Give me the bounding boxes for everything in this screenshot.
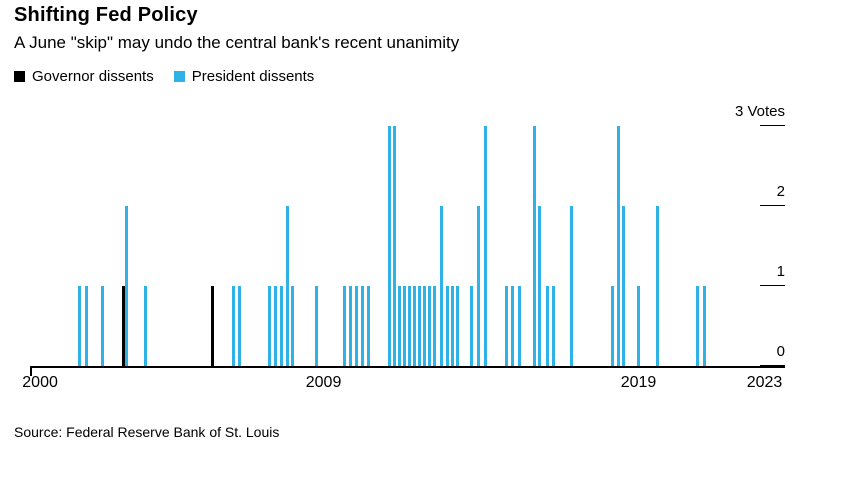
president-dissent-bar: [125, 206, 129, 366]
president-dissent-bar: [545, 286, 549, 366]
president-dissent-bar: [274, 286, 278, 366]
president-dissent-bar: [622, 206, 626, 366]
legend-item-governor: Governor dissents: [14, 68, 154, 85]
president-dissent-bar: [510, 286, 514, 366]
y-tick-label: 1: [776, 263, 785, 280]
y-tick-mark: [760, 125, 785, 126]
president-dissent-bar: [367, 286, 371, 366]
president-dissent-bar: [286, 206, 290, 366]
president-dissent-bar: [85, 286, 89, 366]
president-dissent-bar: [144, 286, 148, 366]
president-dissent-bar: [361, 286, 365, 366]
president-dissent-bar: [611, 286, 615, 366]
source-attribution: Source: Federal Reserve Bank of St. Loui…: [14, 424, 280, 440]
president-dissent-bar: [440, 206, 444, 366]
legend-item-president: President dissents: [173, 68, 315, 85]
president-dissent-bar: [407, 286, 411, 366]
president-dissent-bar: [570, 206, 574, 366]
president-dissent-bar: [238, 286, 242, 366]
y-tick-mark: [760, 285, 785, 286]
governor-swatch-icon: [14, 71, 25, 82]
president-dissent-bar: [355, 286, 359, 366]
president-dissent-bar: [101, 286, 105, 366]
president-dissent-bar: [696, 286, 700, 366]
x-axis-line: [30, 366, 785, 368]
chart-subtitle: A June "skip" may undo the central bank'…: [14, 33, 460, 52]
president-dissent-bar: [413, 286, 416, 366]
president-dissent-bar: [656, 206, 660, 366]
president-dissent-bar: [315, 286, 319, 366]
president-dissent-bar: [484, 126, 488, 366]
governor-dissent-bar: [211, 286, 215, 366]
president-dissent-bar: [617, 126, 621, 366]
y-tick-mark: [760, 205, 785, 206]
president-dissent-bar: [428, 286, 432, 366]
president-dissent-bar: [636, 286, 640, 366]
x-tick-label: 2019: [620, 374, 657, 391]
president-dissent-bar: [433, 286, 437, 366]
president-dissent-bar: [232, 286, 236, 366]
x-axis-left-tick: [30, 368, 32, 376]
president-dissent-bar: [446, 286, 450, 366]
legend-label-governor: Governor dissents: [32, 68, 154, 85]
president-dissent-bar: [280, 286, 284, 366]
y-tick-label: 3 Votes: [734, 103, 785, 120]
president-dissent-bar: [451, 286, 455, 366]
president-dissent-bar: [268, 286, 272, 366]
president-dissent-bar: [291, 286, 295, 366]
plot-area: 3 Votes 2 1 0: [30, 100, 785, 376]
chart-title: Shifting Fed Policy: [14, 4, 198, 26]
y-tick-mark: [760, 365, 785, 366]
chart-legend: Governor dissents President dissents: [14, 68, 314, 85]
president-dissent-bar: [470, 286, 474, 366]
president-dissent-bar: [517, 286, 521, 366]
president-dissent-bar: [538, 206, 542, 366]
president-dissent-bar: [476, 206, 480, 366]
legend-label-president: President dissents: [191, 68, 315, 85]
x-axis-labels: 2000 2009 2019 2023: [22, 374, 785, 396]
president-dissent-bar: [504, 286, 508, 366]
president-dissent-bar: [393, 126, 397, 366]
president-dissent-bar: [551, 286, 555, 366]
president-swatch-icon: [173, 71, 185, 82]
president-dissent-bar: [388, 126, 392, 366]
y-tick-label: 2: [776, 183, 785, 200]
y-tick-label: 0: [776, 343, 785, 360]
president-dissent-bar: [398, 286, 402, 366]
president-dissent-bar: [78, 286, 82, 366]
president-dissent-bar: [402, 286, 406, 366]
president-dissent-bar: [456, 286, 460, 366]
governor-dissent-bar: [121, 286, 125, 366]
president-dissent-bar: [423, 286, 427, 366]
x-tick-label: 2009: [305, 374, 342, 391]
president-dissent-bar: [418, 286, 422, 366]
president-dissent-bar: [703, 286, 707, 366]
president-dissent-bar: [349, 286, 353, 366]
president-dissent-bar: [343, 286, 347, 366]
x-tick-label: 2000: [22, 374, 58, 391]
president-dissent-bar: [533, 126, 537, 366]
x-tick-label: 2023: [746, 374, 783, 391]
